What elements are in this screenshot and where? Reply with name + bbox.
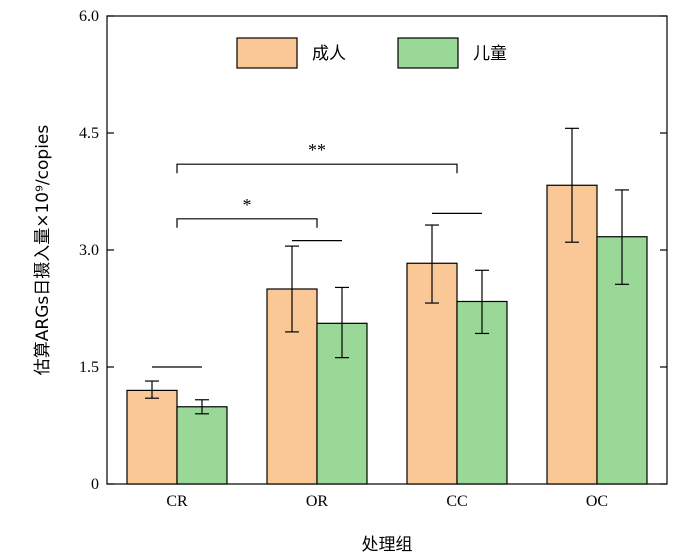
significance-label: ** — [308, 140, 326, 160]
y-tick-label: 4.5 — [79, 125, 99, 142]
y-tick-label: 0 — [91, 476, 99, 493]
significance-label: * — [243, 195, 252, 215]
bar-儿童-CR — [176, 406, 228, 485]
x-tick-label: OC — [586, 493, 608, 510]
legend-label: 儿童 — [473, 44, 507, 64]
legend-swatch-儿童 — [397, 37, 459, 69]
x-tick-label: OR — [306, 493, 329, 510]
x-axis-title: 处理组 — [362, 535, 413, 555]
y-axis-title: 估算ARGs日摄入量×10⁹/copies — [33, 125, 53, 376]
significance-bracket — [176, 218, 318, 228]
bar-成人-CR — [126, 389, 178, 485]
legend-label: 成人 — [312, 44, 346, 64]
significance-bracket — [176, 163, 458, 174]
x-tick-label: CR — [166, 493, 188, 510]
y-tick-label: 1.5 — [79, 359, 99, 376]
legend-swatch-成人 — [236, 37, 298, 69]
x-tick-label: CC — [446, 493, 467, 510]
y-tick-label: 6.0 — [79, 8, 99, 25]
y-tick-label: 3.0 — [79, 242, 99, 259]
